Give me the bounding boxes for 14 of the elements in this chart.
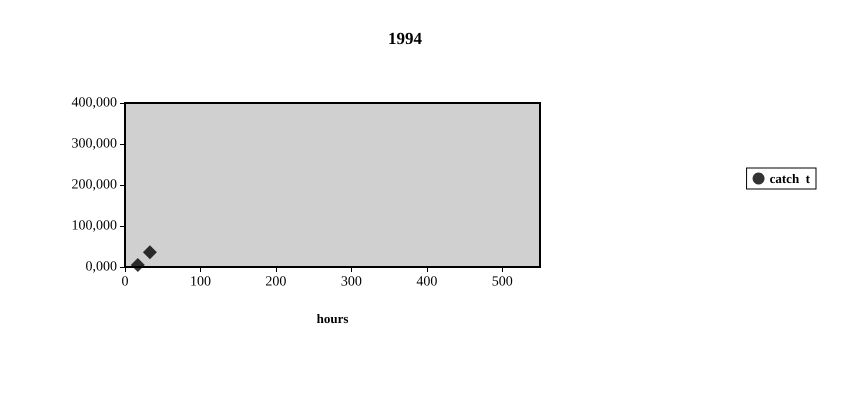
chart-title: 1994 (388, 29, 422, 48)
x-tick-label: 500 (492, 274, 513, 290)
y-tick-label: 0,000 (86, 260, 117, 274)
y-tick-label: 300,000 (72, 136, 117, 152)
y-tick-label: 400,000 (72, 96, 117, 110)
y-tick-label: 100,000 (72, 218, 117, 234)
x-tick-label: 200 (265, 274, 286, 290)
x-tick-label: 100 (190, 274, 211, 290)
legend-label: catch t (770, 171, 811, 186)
x-axis-title: hours (316, 311, 348, 326)
x-tick-label: 300 (340, 274, 362, 290)
x-tick-label: 400 (416, 274, 438, 290)
y-tick-label: 200,000 (72, 178, 117, 192)
x-tick-label: 0 (122, 274, 128, 290)
